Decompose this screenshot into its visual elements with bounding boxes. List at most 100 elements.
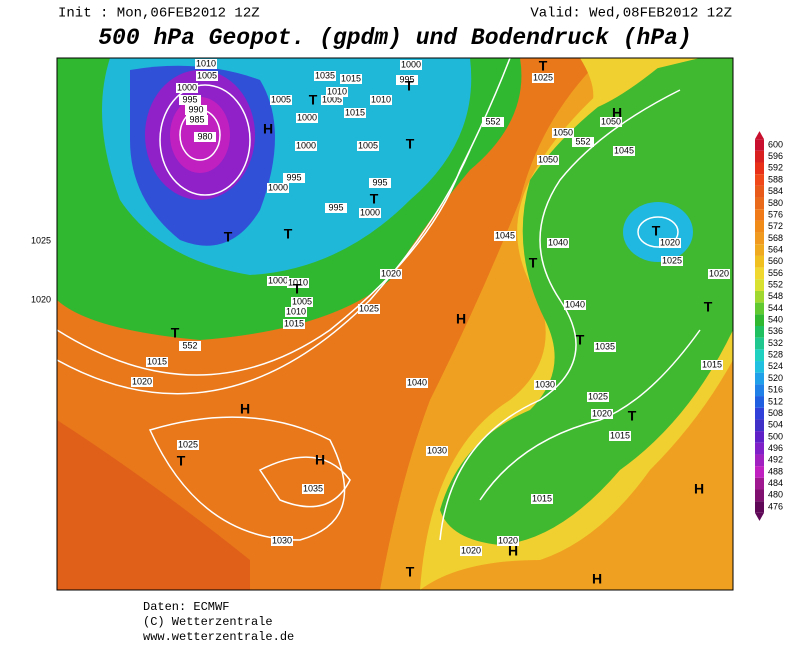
colorbar-label: 524 — [768, 361, 783, 371]
colorbar-cell — [755, 361, 764, 373]
colorbar-cell — [755, 302, 764, 315]
pressure-center: H — [592, 571, 602, 587]
colorbar-cell — [755, 162, 764, 175]
colorbar-label: 500 — [768, 431, 783, 441]
label-box — [370, 95, 392, 105]
isobar-label: 1045 — [495, 230, 515, 240]
colorbar-cell — [755, 419, 764, 432]
colorbar-cell — [755, 442, 764, 455]
colorbar-label: 516 — [768, 385, 783, 395]
isobar-label: 1015 — [532, 493, 552, 503]
isobar-label: 1020 — [592, 408, 612, 418]
label-box — [359, 208, 381, 218]
colorbar-label: 496 — [768, 443, 783, 453]
isobar-label: 995 — [372, 177, 387, 187]
pressure-center: H — [456, 311, 466, 327]
isobar-label: 1035 — [315, 70, 335, 80]
colorbar-cell — [755, 326, 764, 338]
colorbar-arrow — [755, 131, 764, 140]
footer-line: (C) Wetterzentrale — [143, 615, 273, 629]
label-box — [321, 95, 343, 105]
label-box — [358, 304, 380, 314]
label-box — [600, 117, 622, 127]
label-box — [30, 295, 52, 305]
colorbar-label: 488 — [768, 466, 783, 476]
pressure-center: T — [628, 408, 637, 424]
pressure-center: H — [315, 452, 325, 468]
isobar-label: 1020 — [709, 268, 729, 278]
label-box — [177, 440, 199, 450]
pressure-center: T — [576, 332, 585, 348]
footer-line: www.wetterzentrale.de — [143, 630, 294, 644]
colorbar-cell — [755, 407, 764, 420]
colorbar: 6005965925885845805765725685645605565525… — [755, 131, 783, 521]
isobar-label: 990 — [188, 104, 203, 114]
label-box — [494, 231, 516, 241]
isobar-label: 1050 — [553, 127, 573, 137]
label-box — [326, 87, 348, 97]
colorbar-label: 484 — [768, 478, 783, 488]
label-box — [661, 256, 683, 266]
label-box — [613, 146, 635, 156]
isobar-label: 1010 — [288, 277, 308, 287]
label-box — [531, 494, 553, 504]
isobar-label: 995 — [328, 202, 343, 212]
colorbar-label: 600 — [768, 139, 783, 149]
label-box — [357, 141, 379, 151]
colorbar-label: 596 — [768, 151, 783, 161]
isobar-label: 1000 — [268, 182, 288, 192]
label-box — [195, 59, 217, 69]
colorbar-label: 536 — [768, 326, 783, 336]
colorbar-cell — [755, 489, 764, 502]
pressure-center: T — [704, 299, 713, 315]
pressure-center: T — [370, 191, 379, 207]
pressure-center: T — [224, 229, 233, 245]
label-box — [482, 117, 504, 127]
isobar-label: 1025 — [359, 303, 379, 313]
isobar-label: 1005 — [322, 94, 342, 104]
isobar-label: 1045 — [614, 145, 634, 155]
label-box — [186, 115, 208, 125]
label-box — [547, 238, 569, 248]
isobar-label: 1010 — [196, 58, 216, 68]
isobar-label: 1005 — [271, 94, 291, 104]
label-box — [537, 155, 559, 165]
colorbar-cell — [755, 349, 764, 362]
isobar-label: 1040 — [407, 377, 427, 387]
colorbar-cell — [755, 139, 764, 151]
colorbar-cell — [755, 314, 764, 326]
colorbar-label: 544 — [768, 303, 783, 313]
colorbar-cell — [755, 466, 764, 478]
isobar-label: 1020 — [461, 545, 481, 555]
map-title: 500 hPa Geopot. (gpdm) und Bodendruck (h… — [98, 25, 692, 51]
isobar-label: 1020 — [381, 268, 401, 278]
label-box — [426, 446, 448, 456]
label-box — [594, 342, 616, 352]
colorbar-cell — [755, 431, 764, 443]
label-box — [534, 380, 556, 390]
colorbar-cell — [755, 255, 764, 268]
colorbar-label: 520 — [768, 373, 783, 383]
colorbar-label: 540 — [768, 315, 783, 325]
pressure-center: T — [406, 136, 415, 152]
isobar — [57, 149, 471, 395]
label-box — [460, 546, 482, 556]
colorbar-cell — [755, 477, 764, 490]
pressure-center: T — [177, 453, 186, 469]
isobar-label: 1000 — [268, 275, 288, 285]
isobar-label: 1015 — [702, 359, 722, 369]
pressure-center: T — [309, 92, 318, 108]
colorbar-cell — [755, 267, 764, 280]
label-box — [179, 95, 201, 105]
isobar — [159, 84, 251, 196]
isobar-label: 1005 — [292, 296, 312, 306]
field-yellow-north — [580, 58, 670, 110]
label-box — [271, 536, 293, 546]
colorbar-cell — [755, 501, 764, 513]
colorbar-label: 588 — [768, 174, 783, 184]
isobar — [148, 416, 346, 541]
isobar-label: 1020 — [498, 535, 518, 545]
label-box — [340, 74, 362, 84]
colorbar-cell — [755, 150, 764, 163]
label-box — [146, 357, 168, 367]
